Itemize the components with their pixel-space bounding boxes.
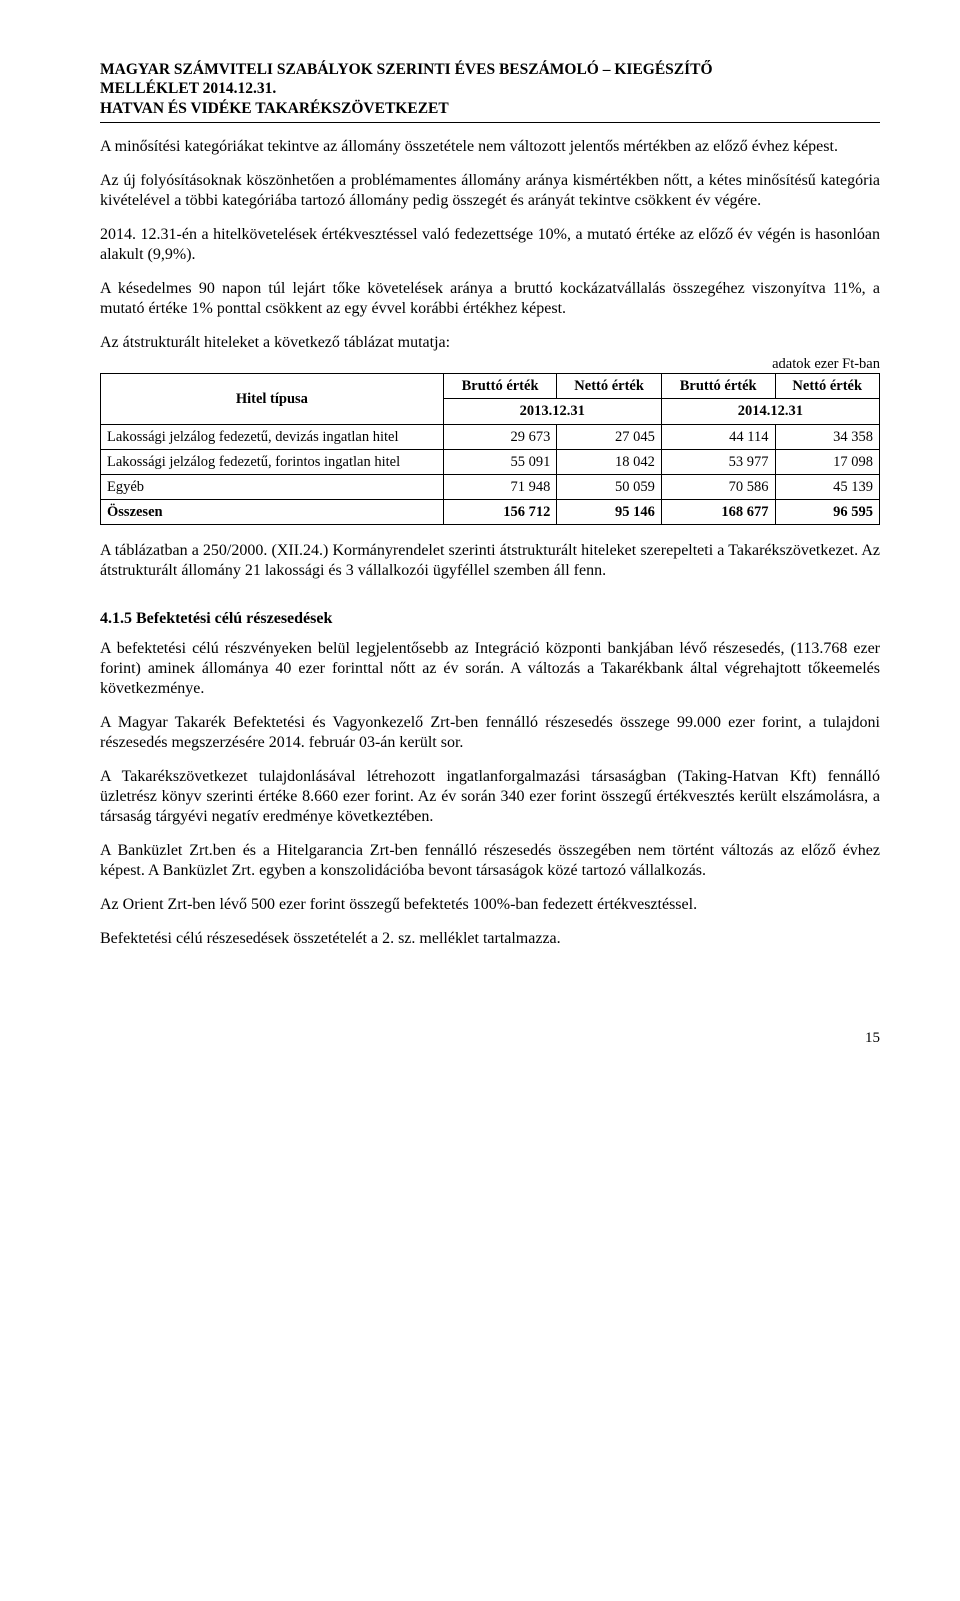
paragraph-9: A Banküzlet Zrt.ben és a Hitelgarancia Z… — [100, 841, 880, 881]
paragraph-11: Befektetési célú részesedések összetétel… — [100, 929, 880, 949]
restructured-loans-table: Hitel típusa Bruttó érték Nettó érték Br… — [100, 373, 880, 525]
header-line-1: MAGYAR SZÁMVITELI SZABÁLYOK SZERINTI ÉVE… — [100, 60, 880, 79]
row-label: Lakossági jelzálog fedezetű, forintos in… — [101, 449, 444, 474]
paragraph-7: A Magyar Takarék Befektetési és Vagyonke… — [100, 713, 880, 753]
table-row: Lakossági jelzálog fedezetű, devizás ing… — [101, 424, 880, 449]
period-header-2014: 2014.12.31 — [661, 399, 879, 424]
section-heading: 4.1.5 Befektetési célú részesedések — [100, 609, 880, 629]
paragraph-8: A Takarékszövetkezet tulajdonlásával lét… — [100, 767, 880, 827]
table-units-label: adatok ezer Ft-ban — [100, 355, 880, 373]
paragraph-3: 2014. 12.31-én a hitelkövetelések értékv… — [100, 225, 880, 265]
row-value: 55 091 — [443, 449, 557, 474]
col-header-brutto-2: Bruttó érték — [661, 374, 775, 399]
col-header-brutto-1: Bruttó érték — [443, 374, 557, 399]
paragraph-10: Az Orient Zrt-ben lévő 500 ezer forint ö… — [100, 895, 880, 915]
total-value: 168 677 — [661, 499, 775, 524]
row-label: Egyéb — [101, 474, 444, 499]
row-value: 50 059 — [557, 474, 661, 499]
header-line-3: HATVAN ÉS VIDÉKE TAKARÉKSZÖVETKEZET — [100, 99, 880, 118]
row-value: 17 098 — [775, 449, 880, 474]
table-row: Egyéb 71 948 50 059 70 586 45 139 — [101, 474, 880, 499]
paragraph-4: A késedelmes 90 napon túl lejárt tőke kö… — [100, 279, 880, 319]
table-intro: Az átstrukturált hiteleket a következő t… — [100, 333, 880, 353]
page-number: 15 — [100, 1029, 880, 1048]
row-value: 44 114 — [661, 424, 775, 449]
row-value: 71 948 — [443, 474, 557, 499]
row-value: 70 586 — [661, 474, 775, 499]
col-header-netto-2: Nettó érték — [775, 374, 880, 399]
total-value: 156 712 — [443, 499, 557, 524]
table-row: Lakossági jelzálog fedezetű, forintos in… — [101, 449, 880, 474]
row-value: 18 042 — [557, 449, 661, 474]
table-total-row: Összesen 156 712 95 146 168 677 96 595 — [101, 499, 880, 524]
total-value: 96 595 — [775, 499, 880, 524]
paragraph-6: A befektetési célú részvényeken belül le… — [100, 639, 880, 699]
row-value: 29 673 — [443, 424, 557, 449]
period-header-2013: 2013.12.31 — [443, 399, 661, 424]
col-header-type: Hitel típusa — [101, 374, 444, 424]
row-value: 53 977 — [661, 449, 775, 474]
document-header: MAGYAR SZÁMVITELI SZABÁLYOK SZERINTI ÉVE… — [100, 60, 880, 123]
total-label: Összesen — [101, 499, 444, 524]
col-header-netto-1: Nettó érték — [557, 374, 661, 399]
paragraph-1: A minősítési kategóriákat tekintve az ál… — [100, 137, 880, 157]
row-value: 45 139 — [775, 474, 880, 499]
row-value: 34 358 — [775, 424, 880, 449]
paragraph-5: A táblázatban a 250/2000. (XII.24.) Korm… — [100, 541, 880, 581]
total-value: 95 146 — [557, 499, 661, 524]
paragraph-2: Az új folyósításoknak köszönhetően a pro… — [100, 171, 880, 211]
row-label: Lakossági jelzálog fedezetű, devizás ing… — [101, 424, 444, 449]
header-line-2: MELLÉKLET 2014.12.31. — [100, 79, 880, 98]
row-value: 27 045 — [557, 424, 661, 449]
